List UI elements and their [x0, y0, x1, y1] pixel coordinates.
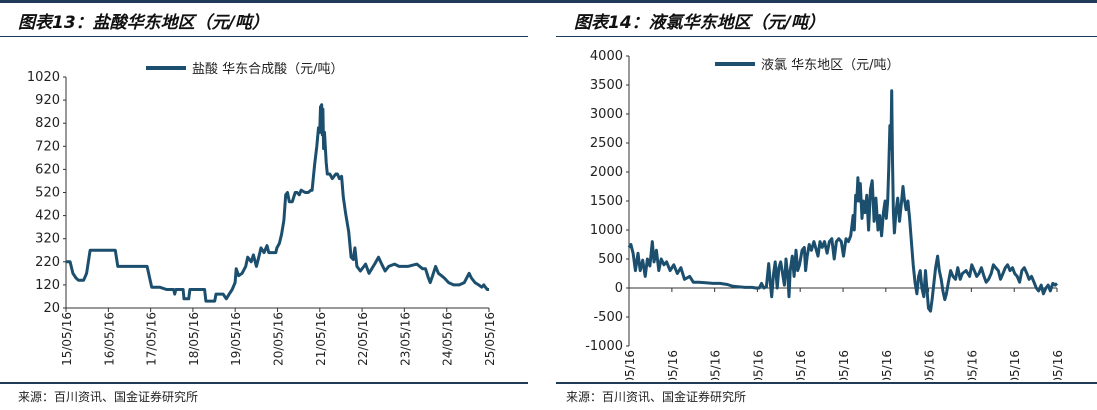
figure-14-source-note: 来源：百川资讯、国金证券研究所: [566, 390, 747, 404]
y-tick-label: 120: [35, 278, 60, 293]
y-tick-label: 1000: [590, 223, 623, 238]
x-tick-label: 23/05/16: [965, 350, 979, 380]
y-tick-label: 320: [35, 232, 60, 247]
figure-14-bottom-rule: [556, 382, 1097, 384]
y-tick-label: 2500: [590, 136, 623, 151]
top-rule: [0, 0, 1097, 3]
x-tick-label: 25/05/16: [1051, 350, 1065, 380]
y-tick-label: 420: [35, 209, 60, 224]
figure-13-source-note: 来源：百川资讯、国金证券研究所: [18, 390, 199, 404]
x-tick-label: 20/05/16: [837, 350, 851, 380]
legend-label: 液氯 华东地区（元/吨）: [761, 58, 900, 73]
x-tick-label: 18/05/16: [187, 312, 201, 366]
y-tick-label: 620: [35, 162, 60, 177]
x-tick-label: 19/05/16: [794, 350, 808, 380]
y-tick-label: 920: [35, 93, 60, 108]
figure-14-title: 图表14：液氯华东地区（元/吨）: [574, 13, 825, 33]
x-tick-label: 24/05/16: [441, 312, 455, 366]
x-tick-label: 21/05/16: [314, 312, 328, 366]
y-tick-label: 820: [35, 116, 60, 131]
x-tick-label: 24/05/16: [1008, 350, 1022, 380]
x-tick-label: 17/05/16: [145, 312, 159, 366]
series-line: [66, 103, 489, 303]
x-tick-label: 18/05/16: [751, 350, 765, 380]
hydrochloric-acid-chart-panel: 20 120 220 320 420 520 620 720 820 920 1020 15/05/1…: [0, 40, 535, 380]
y-tick-label: 3000: [590, 107, 623, 122]
x-tick-label: 19/05/16: [229, 312, 243, 366]
x-tick-label: 22/05/16: [923, 350, 937, 380]
y-tick-label: 20: [43, 301, 60, 316]
y-tick-label: 500: [598, 252, 623, 267]
hydrochloric-acid-chart: 20 120 220 320 420 520 620 720 820 920 1020 15/05/1…: [27, 62, 497, 366]
x-tick-label: 16/05/16: [666, 350, 680, 380]
liquid-chlorine-chart-panel: -1000 -500 0 500 1000 1500 2000 2500 3000 3500 400…: [560, 40, 1097, 404]
legend-label: 盐酸 华东合成酸（元/吨）: [192, 62, 344, 77]
x-tick-label: 21/05/16: [880, 350, 894, 380]
y-tick-label: -500: [593, 310, 623, 325]
y-tick-label: 4000: [590, 49, 623, 64]
y-tick-label: 0: [615, 281, 623, 296]
series-line: [627, 89, 1059, 313]
y-tick-label: 1500: [590, 194, 623, 209]
y-tick-label: 1020: [27, 70, 60, 85]
x-tick-label: 20/05/16: [272, 312, 286, 366]
figure-13-title: 图表13：盐酸华东地区（元/吨）: [18, 13, 269, 33]
y-tick-label: 720: [35, 139, 60, 154]
x-tick-label: 23/05/16: [398, 312, 412, 366]
liquid-chlorine-chart: -1000 -500 0 500 1000 1500 2000 2500 3000 3500 400…: [585, 49, 1065, 404]
y-tick-label: -1000: [585, 339, 623, 354]
figure-13-bottom-rule: [0, 382, 528, 384]
x-tick-label: 16/05/16: [102, 312, 116, 366]
x-tick-label: 25/05/16: [483, 312, 497, 366]
figure-14-title-bar: 图表14：液氯华东地区（元/吨）: [556, 6, 1097, 37]
figure-13-title-bar: 图表13：盐酸华东地区（元/吨）: [0, 6, 528, 37]
x-tick-label: 17/05/16: [709, 350, 723, 380]
y-tick-label: 3500: [590, 78, 623, 93]
y-tick-label: 220: [35, 255, 60, 270]
y-tick-label: 2000: [590, 165, 623, 180]
x-tick-label: 15/05/16: [623, 350, 637, 380]
x-tick-label: 22/05/16: [356, 312, 370, 366]
x-tick-label: 15/05/16: [60, 312, 74, 366]
y-tick-label: 520: [35, 186, 60, 201]
